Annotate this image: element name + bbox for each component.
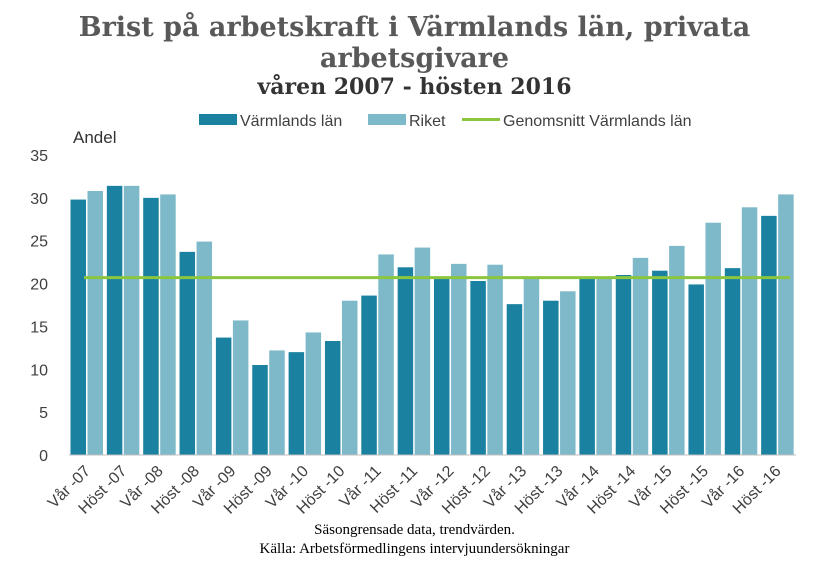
bar-riket [705, 222, 721, 455]
footer-note: Säsongrensade data, trendvärden. [314, 522, 515, 538]
bar-varmland [615, 275, 632, 455]
bar-riket [523, 278, 540, 455]
bar-riket [741, 207, 758, 455]
bar-riket [451, 263, 467, 455]
bar-varmland [724, 268, 741, 455]
bar-riket [632, 257, 649, 455]
legend-label: Genomsnitt Värmlands län [503, 113, 692, 130]
bar-riket [596, 276, 612, 455]
legend-swatch [368, 114, 406, 125]
bar-varmland [543, 300, 559, 455]
bar-varmland [470, 281, 486, 455]
bar-riket [341, 300, 358, 455]
bar-varmland [106, 185, 123, 455]
bar-varmland [579, 276, 595, 455]
bar-varmland [252, 365, 268, 455]
bar-riket [669, 245, 685, 455]
y-tick-label: 0 [39, 448, 48, 465]
bar-riket [778, 194, 794, 455]
bar-riket [87, 191, 103, 455]
bar-varmland [143, 197, 159, 455]
bar-riket [378, 254, 394, 455]
bar-varmland [215, 337, 232, 455]
bar-varmland [179, 251, 196, 455]
bar-riket [560, 291, 576, 455]
chart-title: Brist på arbetskraft i Värmlands län, pr… [78, 12, 751, 74]
bar-varmland [397, 267, 414, 455]
bar-varmland [361, 295, 377, 455]
y-tick-label: 10 [30, 362, 48, 379]
bar-varmland [506, 304, 523, 455]
title-block: Brist på arbetskraft i Värmlands län, pr… [0, 12, 829, 100]
bar-riket [305, 332, 322, 455]
bar-chart: Värmlands län Riket Genomsnitt Värmlands l… [30, 113, 796, 518]
y-tick-label: 15 [30, 319, 48, 336]
y-tick-label: 30 [30, 191, 48, 208]
bar-riket [160, 194, 176, 455]
legend-label: Värmlands län [240, 113, 342, 130]
bar-varmland [761, 215, 777, 455]
y-tick-label: 5 [39, 405, 48, 422]
y-tick-label: 35 [30, 148, 48, 165]
y-axis-label: Andel [73, 128, 116, 147]
legend: Värmlands län Riket Genomsnitt Värmlands l… [199, 113, 692, 130]
bar-riket [123, 185, 140, 455]
legend-swatch [199, 114, 237, 125]
legend-label: Riket [409, 113, 446, 130]
bar-varmland [652, 270, 668, 455]
bar-riket [196, 241, 213, 455]
bar-varmland [70, 199, 86, 455]
bar-riket [487, 264, 503, 455]
chart-subtitle: våren 2007 - hösten 2016 [257, 74, 572, 100]
bars [70, 185, 794, 455]
y-tick-label: 25 [30, 234, 48, 251]
bar-varmland [434, 277, 450, 455]
footer-source: Källa: Arbetsförmedlingens intervjuunder… [259, 541, 570, 557]
bar-varmland [324, 341, 341, 455]
bar-varmland [688, 284, 704, 455]
bar-riket [414, 247, 431, 455]
bar-riket [232, 320, 249, 455]
y-tick-label: 20 [30, 277, 48, 294]
bar-varmland [288, 352, 305, 455]
bar-riket [269, 350, 285, 455]
y-axis-ticks: 0 5 10 15 20 25 30 35 [30, 148, 48, 465]
